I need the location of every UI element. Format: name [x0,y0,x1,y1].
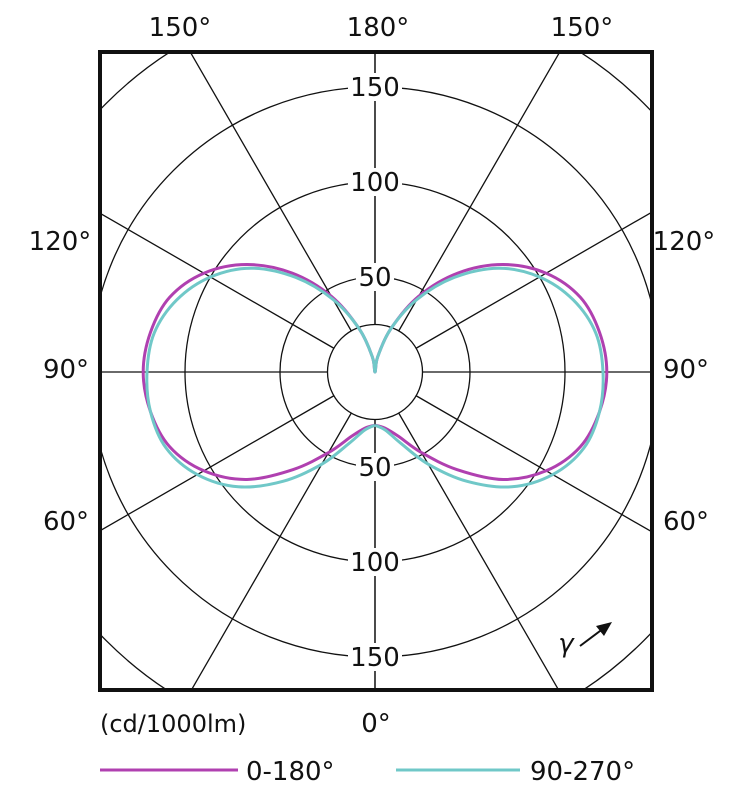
legend-label-90-270: 90-270° [530,757,635,787]
grid-spoke [190,412,352,690]
ring-label-bg [356,453,394,481]
gamma-symbol: γ [558,629,575,659]
angle-label-top-right: 150° [551,13,614,43]
grid-spoke [398,52,561,332]
grid-spoke [415,211,652,349]
ring-label-top-150: 150 [350,73,400,103]
ring-label-bottom-50: 50 [358,453,391,483]
angle-label-right-60: 60° [663,507,709,537]
ring-label-bg [348,643,402,671]
angle-label-right-90: 90° [663,355,709,385]
ring-label-bg [356,263,394,291]
ring-label-top-50: 50 [358,263,391,293]
ring-label-bottom-100: 100 [350,548,400,578]
grid-spoke [100,212,335,349]
ring-label-bg [348,73,402,101]
legend-label-0-180: 0-180° [246,757,335,787]
ring-label-bottom-150: 150 [350,643,400,673]
angle-label-right-120: 120° [653,227,716,257]
ring-label-bg [348,548,402,576]
ring-labels: 150 100 50 50 100 150 [348,73,402,673]
gamma-arrow-icon [579,622,612,647]
ring-label-bg [348,168,402,196]
plot-frame [98,50,654,692]
unit-label: (cd/1000lm) [100,710,246,738]
angle-label-left-120: 120° [29,227,92,257]
angle-label-top-center: 180° [347,13,410,43]
grid-spoke [398,412,560,690]
legend: 0-180° 90-270° [100,757,635,787]
angle-label-left-90: 90° [43,355,89,385]
grid-spoke [100,395,335,532]
series-curve-90-270 [145,266,605,489]
angle-label-bottom-center: 0° [361,709,391,739]
angle-label-left-60: 60° [43,507,89,537]
grid-spoke [415,395,652,533]
grid-spoke [189,52,352,332]
ring-label-top-100: 100 [350,168,400,198]
grid-ring [100,52,652,690]
series-curves [141,263,609,489]
angle-label-top-left: 150° [149,13,212,43]
